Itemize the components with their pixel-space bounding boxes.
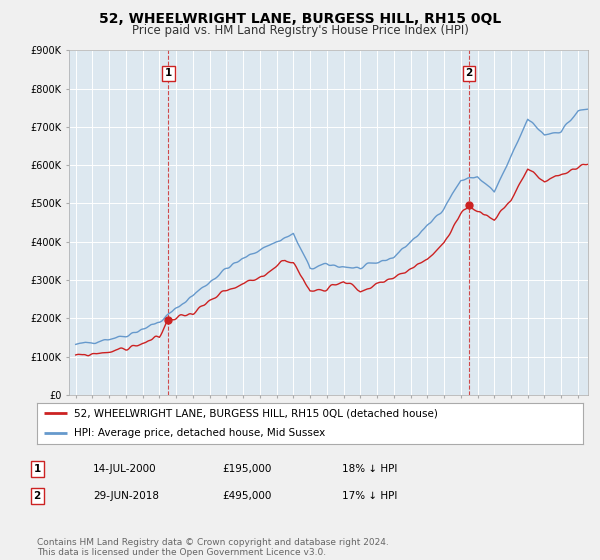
- Text: 14-JUL-2000: 14-JUL-2000: [93, 464, 157, 474]
- Text: 52, WHEELWRIGHT LANE, BURGESS HILL, RH15 0QL (detached house): 52, WHEELWRIGHT LANE, BURGESS HILL, RH15…: [74, 408, 438, 418]
- Text: HPI: Average price, detached house, Mid Sussex: HPI: Average price, detached house, Mid …: [74, 428, 326, 438]
- Text: Price paid vs. HM Land Registry's House Price Index (HPI): Price paid vs. HM Land Registry's House …: [131, 24, 469, 37]
- Text: 2: 2: [466, 68, 473, 78]
- Text: £495,000: £495,000: [222, 491, 271, 501]
- Text: Contains HM Land Registry data © Crown copyright and database right 2024.
This d: Contains HM Land Registry data © Crown c…: [37, 538, 389, 557]
- Text: 52, WHEELWRIGHT LANE, BURGESS HILL, RH15 0QL: 52, WHEELWRIGHT LANE, BURGESS HILL, RH15…: [99, 12, 501, 26]
- Text: £195,000: £195,000: [222, 464, 271, 474]
- Text: 18% ↓ HPI: 18% ↓ HPI: [342, 464, 397, 474]
- Text: 2: 2: [34, 491, 41, 501]
- Text: 17% ↓ HPI: 17% ↓ HPI: [342, 491, 397, 501]
- Text: 1: 1: [34, 464, 41, 474]
- Text: 1: 1: [165, 68, 172, 78]
- Text: 29-JUN-2018: 29-JUN-2018: [93, 491, 159, 501]
